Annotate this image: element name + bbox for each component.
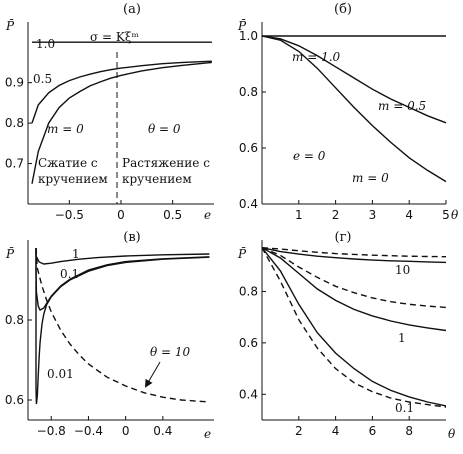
panel-c-x-ticks: −0.8 −0.4 0 0.4 [37, 416, 172, 438]
panel-d: (г) P̄ 0.4 0.6 0.8 2 4 6 8 θ 10 1 0.1 [237, 230, 456, 441]
y-tick-label: 0.4 [239, 197, 258, 211]
y-tick-label: 0.6 [239, 336, 258, 350]
series-line [261, 247, 447, 407]
panel-c-series [35, 247, 210, 405]
y-tick-label: 0.7 [5, 157, 24, 171]
series-line [261, 247, 447, 309]
panel-c-label-0-01: 0.01 [47, 367, 74, 381]
series-line [261, 247, 447, 264]
panel-a-series [31, 41, 212, 184]
series-line [35, 248, 210, 265]
panel-a-tension-line2: кручением [122, 172, 192, 186]
panel-b-series [261, 35, 447, 183]
panel-a-title: (а) [123, 2, 141, 17]
panel-b-label-e0: e = 0 [293, 149, 326, 163]
panel-d-ylabel: P̄ [237, 246, 247, 261]
panel-a-label-0-5: 0.5 [33, 72, 52, 86]
panel-b-label-m0: m = 0 [352, 171, 389, 185]
x-tick-label: 4 [405, 208, 413, 222]
panel-a-label-theta0: θ = 0 [148, 122, 181, 136]
x-tick-label: −0.5 [55, 208, 84, 222]
y-tick-label: 0.9 [5, 76, 24, 90]
x-tick-label: −0.4 [74, 424, 103, 438]
panel-c-y-ticks: 0.6 0.8 [5, 313, 32, 407]
panel-d-x-ticks: 2 4 6 8 [295, 416, 413, 438]
panel-b-label-m1: m = 1.0 [292, 50, 341, 64]
panel-a-xlabel: e [204, 208, 211, 222]
y-tick-label: 0.8 [5, 313, 24, 327]
x-tick-label: 4 [332, 424, 340, 438]
x-tick-label: 2 [295, 424, 303, 438]
x-tick-label: 0.4 [153, 424, 172, 438]
series-line [31, 61, 212, 184]
x-tick-label: 0 [122, 424, 130, 438]
panel-a-compression-line2: кручением [38, 172, 108, 186]
panel-c-title: (в) [123, 230, 140, 245]
panel-c-label-0-1: 0.1 [60, 267, 79, 281]
series-line [261, 35, 447, 183]
panel-a-y-ticks: 0.7 0.8 0.9 [5, 76, 32, 171]
x-tick-label: 6 [369, 424, 377, 438]
y-tick-label: 0.8 [239, 284, 258, 298]
panel-a-ylabel: P̄ [5, 18, 15, 33]
series-line [35, 247, 210, 403]
y-tick-label: 0.6 [5, 393, 24, 407]
panel-d-series [261, 247, 447, 408]
x-tick-label: 0.5 [163, 208, 182, 222]
panel-d-xlabel: θ [448, 427, 456, 441]
panel-b: (б) P̄ 0.4 0.6 0.8 1.0 1 2 3 4 5 θ m = 1.0 m = … [237, 2, 459, 222]
series-line [261, 247, 447, 258]
panel-d-title: (г) [335, 230, 352, 245]
panel-b-y-ticks: 0.4 0.6 0.8 1.0 [239, 29, 266, 211]
panel-c-label-theta10: θ = 10 [150, 345, 191, 359]
panel-d-label-10: 10 [395, 263, 410, 277]
y-tick-label: 0.4 [239, 387, 258, 401]
x-tick-label: 1 [295, 208, 303, 222]
panel-d-label-1: 1 [398, 331, 406, 345]
panel-a-label-1-0: 1.0 [36, 37, 55, 51]
panel-a-tension-line1: Растяжение с [122, 156, 210, 170]
panel-c-xlabel: e [204, 427, 211, 441]
x-tick-label: 8 [405, 424, 413, 438]
panel-b-x-ticks: 1 2 3 4 5 [295, 200, 450, 222]
panel-a-label-m0: m = 0 [47, 122, 84, 136]
series-line [261, 247, 447, 408]
x-tick-label: 3 [369, 208, 377, 222]
x-tick-label: 0 [117, 208, 125, 222]
x-tick-label: 2 [332, 208, 340, 222]
panel-b-ylabel: P̄ [237, 18, 247, 33]
panel-c: (в) P̄ 0.60.8 −0.8 −0.4 0 0.4 e 1 0.1 0.01 … [5, 230, 214, 441]
panel-d-y-ticks: 0.4 0.6 0.8 [239, 284, 266, 401]
y-tick-label: 0.6 [239, 141, 258, 155]
panel-c-theta10-arrow [144, 361, 161, 388]
panel-d-label-0-1: 0.1 [395, 401, 414, 415]
y-tick-label: 1.0 [239, 29, 258, 43]
panel-a-compression-line1: Сжатие с [38, 156, 98, 170]
panel-b-label-m05: m = 0.5 [378, 99, 426, 113]
x-tick-label: 5 [442, 208, 450, 222]
series-line [35, 248, 210, 405]
panel-a: (а) P̄ 0.70.80.9 −0.5 0 0.5 e σ = Kξᵐ 1.0 … [5, 2, 214, 222]
panel-a-equation: σ = Kξᵐ [90, 30, 139, 44]
y-tick-label: 0.8 [239, 85, 258, 99]
x-tick-label: −0.8 [37, 424, 66, 438]
y-tick-label: 0.8 [5, 116, 24, 130]
series-line [261, 247, 447, 332]
series-line [261, 35, 447, 124]
panel-a-x-ticks: −0.5 0 0.5 [55, 200, 182, 222]
panel-c-label-1: 1 [72, 247, 80, 261]
panel-c-ylabel: P̄ [5, 246, 15, 261]
panel-b-xlabel: θ [451, 208, 459, 222]
series-line [31, 60, 212, 124]
panel-b-title: (б) [334, 2, 352, 17]
